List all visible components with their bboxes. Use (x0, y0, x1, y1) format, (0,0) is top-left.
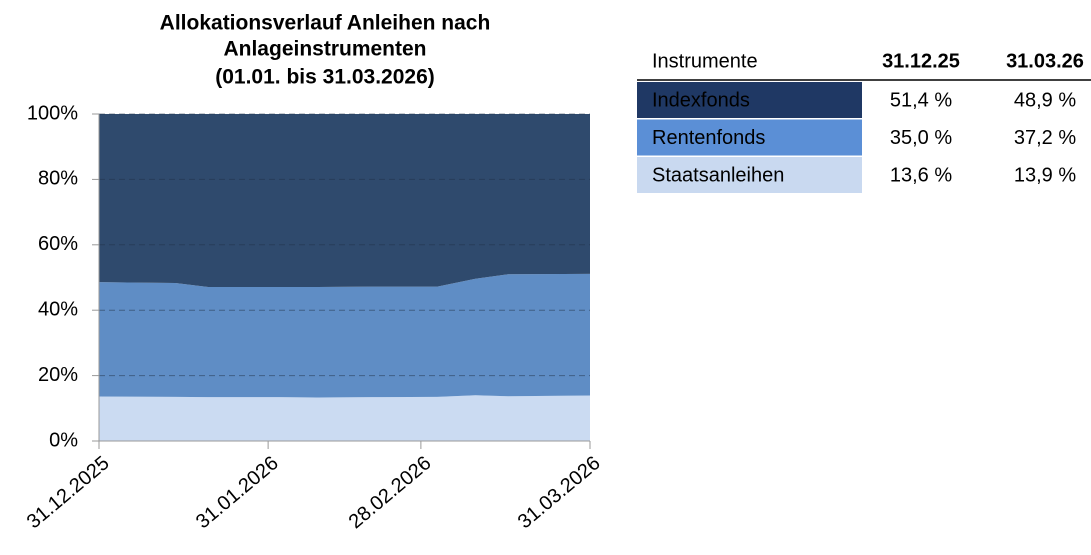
table-cell: Indexfonds (652, 89, 750, 111)
table-cell: 13,9 % (1014, 164, 1076, 186)
table-header: Instrumente (652, 50, 758, 72)
y-tick-label: 60% (38, 233, 78, 255)
row-label-bg (637, 157, 862, 193)
area (99, 273, 590, 398)
table-cell: 37,2 % (1014, 127, 1076, 149)
area (99, 114, 590, 287)
table-cell: 35,0 % (890, 127, 952, 149)
y-tick-label: 0% (49, 429, 78, 451)
y-tick-label: 100% (27, 102, 78, 124)
table-header: 31.03.26 (1006, 50, 1084, 72)
chart-title: (01.01. bis 31.03.2026) (215, 66, 435, 89)
table-cell: 13,6 % (890, 164, 952, 186)
y-tick-label: 40% (38, 298, 78, 320)
row-label-bg (637, 119, 862, 156)
x-tick-label: 28.02.2026 (345, 452, 436, 533)
table-header: 31.12.25 (882, 50, 960, 72)
area (99, 395, 590, 441)
chart-title: Allokationsverlauf Anleihen nach (160, 12, 491, 35)
x-tick-label: 31.03.2026 (514, 452, 605, 533)
table-cell: Rentenfonds (652, 127, 765, 149)
table-cell: 51,4 % (890, 89, 952, 111)
x-tick-label: 31.12.2025 (23, 452, 114, 533)
table-cell: 48,9 % (1014, 89, 1076, 111)
chart-title: Anlageinstrumenten (223, 38, 426, 61)
x-tick-label: 31.01.2026 (192, 452, 283, 533)
y-tick-label: 80% (38, 168, 78, 190)
row-label-bg (637, 82, 862, 118)
y-tick-label: 20% (38, 364, 78, 386)
table-cell: Staatsanleihen (652, 164, 784, 186)
